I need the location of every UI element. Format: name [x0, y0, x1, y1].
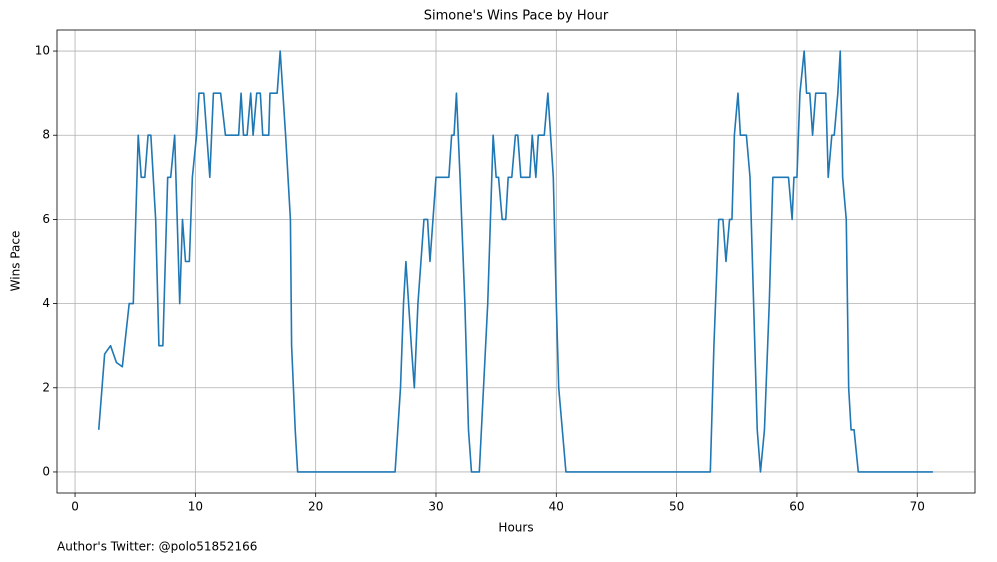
y-tick-label: 8 [42, 128, 50, 142]
x-tick-label: 10 [188, 500, 203, 514]
x-tick-label: 30 [428, 500, 443, 514]
x-tick-label: 0 [71, 500, 79, 514]
x-tick-label: 60 [789, 500, 804, 514]
x-tick-label: 20 [308, 500, 323, 514]
x-tick-label: 40 [549, 500, 564, 514]
plot-frame [56, 29, 976, 494]
y-tick-label: 4 [42, 296, 50, 310]
x-axis-label: Hours [498, 521, 533, 535]
y-tick-label: 6 [42, 212, 50, 226]
x-tick-label: 70 [910, 500, 925, 514]
y-tick-label: 0 [42, 464, 50, 478]
y-tick-label: 2 [42, 380, 50, 394]
chart-title: Simone's Wins Pace by Hour [424, 9, 609, 24]
y-axis-label: Wins Pace [9, 231, 23, 292]
data-line [97, 50, 933, 473]
annotation: Author's Twitter: @polo51852166 [57, 540, 257, 554]
x-tick-label: 50 [669, 500, 684, 514]
y-tick-label: 10 [35, 44, 50, 58]
